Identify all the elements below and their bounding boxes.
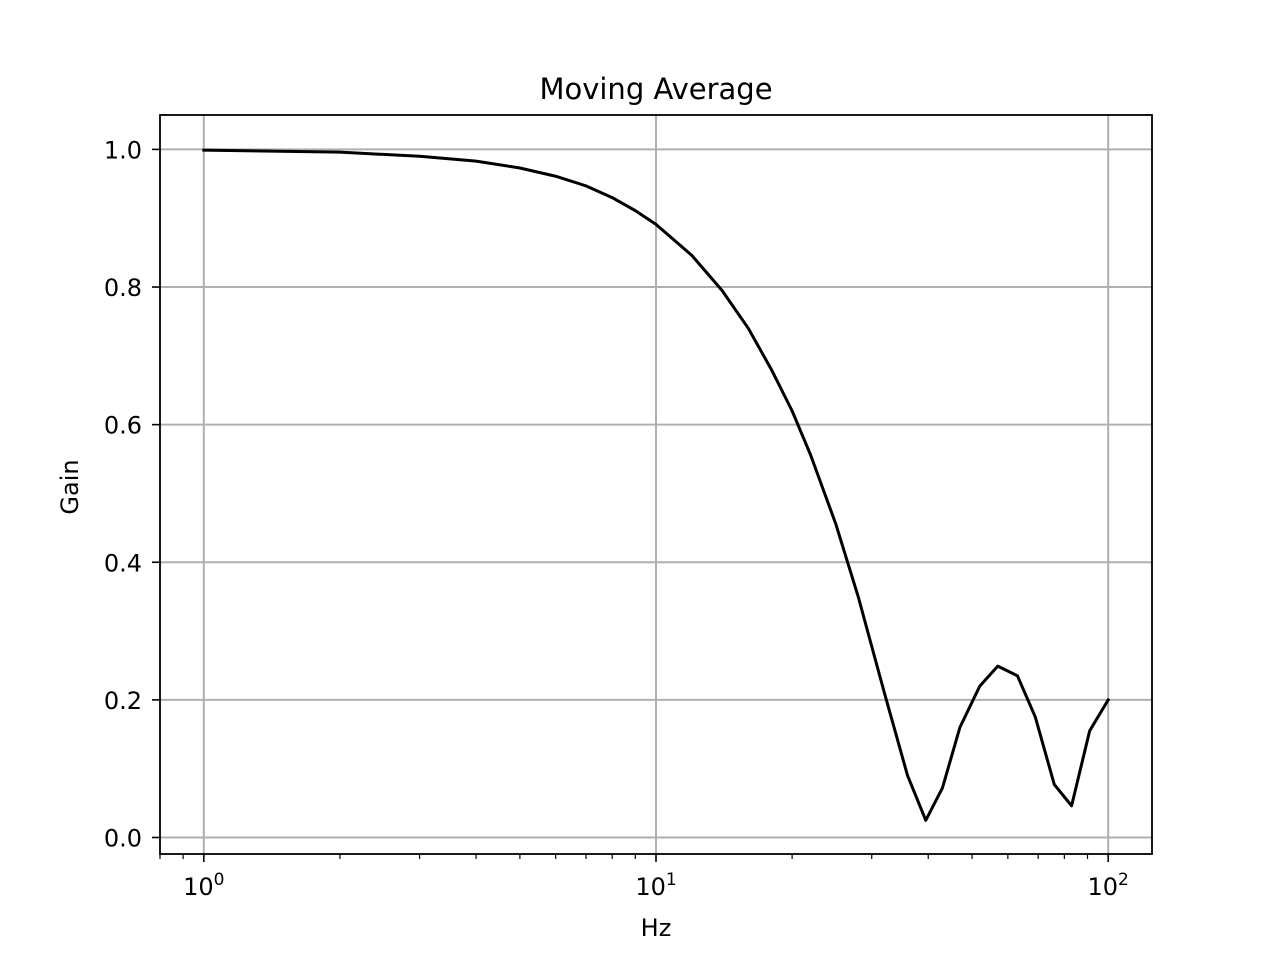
- series-layer: [202, 148, 1111, 822]
- y-tick-label: 0.8: [104, 274, 142, 302]
- y-axis-label: Gain: [56, 459, 84, 514]
- x-tick-label: 101: [635, 870, 676, 901]
- chart-title: Moving Average: [539, 72, 772, 106]
- y-tick-labels: 0.0 0.2 0.4 0.6 0.8 1.0: [104, 136, 142, 852]
- y-tick-label: 0.6: [104, 412, 142, 440]
- x-tick-exponent: 0: [214, 870, 225, 890]
- y-tick-label: 1.0: [104, 136, 142, 164]
- series-line: [202, 148, 1111, 822]
- y-tick-label: 0.0: [104, 824, 142, 852]
- x-axis-label: Hz: [641, 914, 672, 942]
- x-tick-label: 102: [1087, 870, 1128, 901]
- x-tick-label: 100: [183, 870, 224, 901]
- x-tick-exponent: 1: [666, 870, 677, 890]
- y-tick-label: 0.4: [104, 549, 142, 577]
- grid-lines: [160, 115, 1152, 854]
- x-tick-labels: 100 101 102: [183, 870, 1129, 901]
- x-tick-exponent: 2: [1118, 870, 1129, 890]
- y-tick-label: 0.2: [104, 687, 142, 715]
- axis-ticks: [152, 148, 1109, 862]
